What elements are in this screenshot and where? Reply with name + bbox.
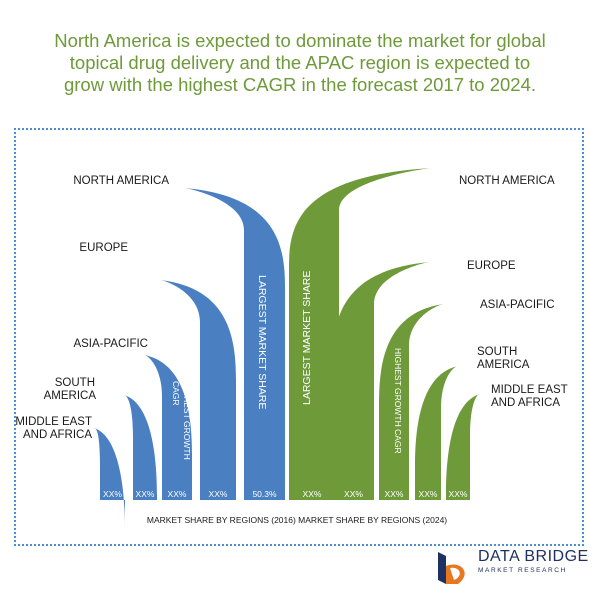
headline-line-3: grow with the highest CAGR in the foreca…: [63, 74, 537, 95]
right-label-south-america-1: SOUTH: [477, 346, 517, 358]
left-label-south-america-2: AMERICA: [44, 390, 97, 402]
bar-text-green-largest: LARGEST MARKET SHARE: [301, 271, 313, 405]
value-label-2024-4: XX%: [419, 489, 438, 499]
bar-2016-5: [184, 188, 285, 500]
value-label-2016-1: XX%: [103, 489, 122, 499]
left-label-north-america: NORTH AMERICA: [73, 175, 169, 187]
headline-line-2: topical drug delivery and the APAC regio…: [69, 52, 531, 73]
value-label-2016-2: XX%: [136, 489, 155, 499]
bar-2016-2: [124, 395, 157, 500]
headline-line-1: North America is expected to dominate th…: [54, 30, 546, 51]
value-label-2024-1: XX%: [303, 489, 322, 499]
bar-2024-3: [379, 304, 444, 500]
logo: DATA BRIDGE MARKET RESEARCH: [478, 548, 589, 574]
bar-2016-1: [94, 428, 125, 528]
value-label-2016-3: XX%: [168, 489, 187, 499]
bar-2016-4: [160, 280, 236, 500]
bar-text-green-growth: HIGHEST GROWTH CAGR: [393, 348, 403, 454]
left-label-mea-1: MIDDLE EAST: [15, 416, 92, 428]
value-label-2024-5: XX%: [449, 489, 468, 499]
right-label-europe: EUROPE: [467, 260, 516, 272]
x-axis-label: MARKET SHARE BY REGIONS (2016) MARKET SH…: [147, 515, 447, 525]
right-label-north-america: NORTH AMERICA: [459, 175, 555, 187]
data-bridge-logo-icon: [438, 552, 465, 584]
headline: North America is expected to dominate th…: [0, 30, 600, 96]
bar-2024-1: [289, 168, 432, 500]
logo-tagline: MARKET RESEARCH: [478, 567, 567, 574]
bar-text-blue-growth-2: CAGR: [171, 381, 181, 406]
bar-2024-2: [333, 262, 430, 500]
bar-text-blue-growth-1: HIGHEST GROWTH: [182, 381, 192, 460]
bar-2024-5: [446, 394, 480, 500]
value-label-2024-3: XX%: [385, 489, 404, 499]
chart-frame: [14, 128, 584, 546]
left-label-mea-2: AND AFRICA: [23, 429, 92, 441]
right-label-south-america-2: AMERICA: [477, 359, 530, 371]
bar-text-blue-largest: LARGEST MARKET SHARE: [256, 275, 268, 409]
value-label-2024-2: XX%: [344, 489, 363, 499]
bar-2016-3: [144, 355, 192, 500]
right-label-mea-1: MIDDLE EAST: [491, 384, 568, 396]
left-label-asia-pacific: ASIA-PACIFIC: [73, 338, 148, 350]
value-label-2016-5: 50.3%: [252, 489, 277, 499]
right-label-asia-pacific: ASIA-PACIFIC: [480, 299, 555, 311]
logo-name: DATA BRIDGE: [478, 548, 589, 565]
left-label-europe: EUROPE: [79, 242, 128, 254]
bar-2024-4: [415, 366, 458, 500]
right-label-mea-2: AND AFRICA: [491, 397, 560, 409]
left-label-south-america-1: SOUTH: [55, 377, 95, 389]
value-label-2016-4: XX%: [209, 489, 228, 499]
